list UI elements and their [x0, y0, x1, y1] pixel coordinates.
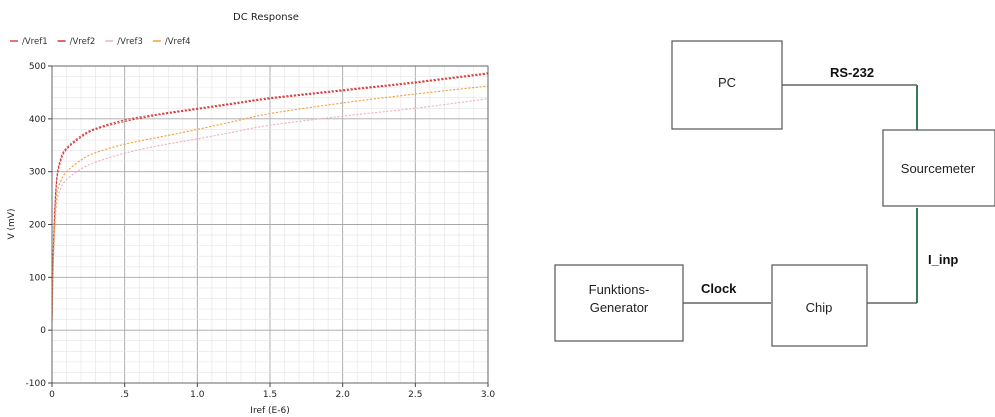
rs232-label: RS-232 [830, 65, 874, 80]
x-tick-label: 2.0 [336, 390, 351, 400]
y-tick-label: 300 [29, 168, 46, 178]
y-tick-label: 200 [29, 221, 46, 231]
chart-legend: /Vref1/Vref2/Vref3/Vref4 [10, 37, 191, 47]
i-inp-label: I_inp [928, 252, 958, 267]
x-tick-label: 1.5 [263, 390, 277, 400]
x-tick-label: 2.5 [408, 390, 422, 400]
series-line-vref1 [51, 72, 489, 320]
setup-block-diagram: PC Sourcemeter Funktions- Generator Chip… [554, 40, 995, 347]
chip-label: Chip [806, 300, 833, 315]
x-tick-label: 3.0 [481, 390, 496, 400]
y-tick-label: 100 [29, 273, 46, 283]
y-tick-label: 0 [40, 326, 46, 336]
y-tick-label: -100 [26, 379, 47, 389]
legend-label: /Vref3 [117, 37, 143, 47]
funktions-label-line2: Generator [590, 300, 649, 315]
legend-label: /Vref4 [165, 37, 191, 47]
x-tick-label: 0 [49, 390, 55, 400]
pc-box [671, 40, 783, 130]
dc-response-chart: DC Response /Vref1/Vref2/Vref3/Vref4 0 .5… [7, 12, 496, 416]
x-axis-label: Iref (E-6) [250, 406, 289, 416]
x-tick-label: 1.0 [190, 390, 205, 400]
sourcemeter-box [882, 129, 995, 207]
legend-label: /Vref2 [70, 37, 96, 47]
chip-box [771, 264, 868, 347]
series-line-vref2 [51, 73, 489, 321]
legend-label: /Vref1 [22, 37, 48, 47]
funktions-generator-box [554, 264, 684, 342]
pc-label: PC [718, 75, 736, 90]
sourcemeter-label: Sourcemeter [901, 161, 976, 176]
y-tick-label: 400 [29, 115, 46, 125]
x-tick-label: .5 [120, 390, 129, 400]
y-tick-label: 500 [29, 62, 46, 72]
funktions-label-line1: Funktions- [589, 282, 650, 297]
clock-label: Clock [701, 281, 737, 296]
series-line-vref4 [51, 85, 489, 322]
chart-series [51, 72, 489, 323]
chart-title: DC Response [233, 12, 299, 23]
y-axis-label: V (mV) [7, 209, 17, 240]
series-line-vref3 [51, 98, 489, 323]
